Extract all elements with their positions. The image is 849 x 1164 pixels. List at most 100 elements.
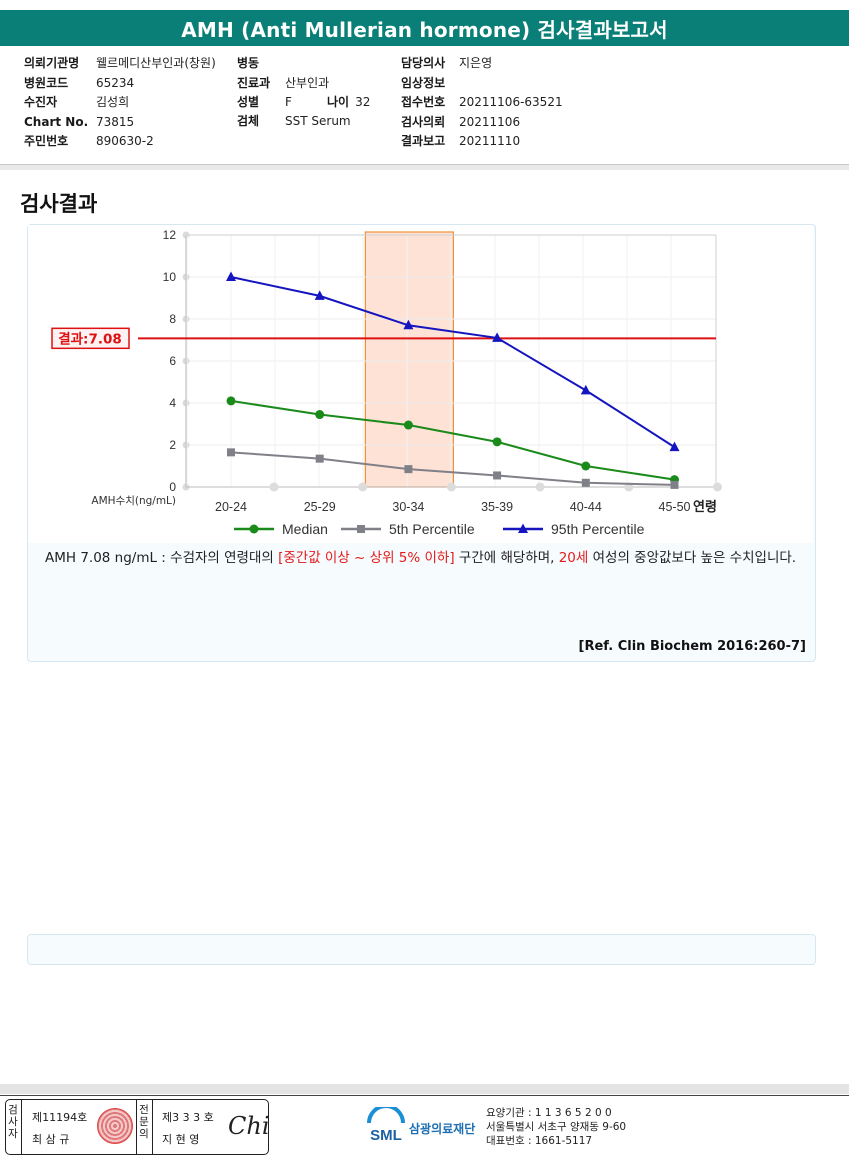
examiner-seal-icon [97,1108,133,1144]
legend-label: 95th Percentile [551,521,645,537]
info-request-date: 검사의뢰 20211106 [401,115,521,129]
institution-code: 요양기관 : 1 1 3 6 5 2 0 0 [486,1107,612,1119]
y-tick-label: 8 [169,312,176,326]
series-line-0 [230,399,675,481]
y-tick-label: 10 [163,270,177,284]
data-point [580,384,591,395]
result-interpretation: AMH 7.08 ng/mL : 수검자의 연령대의 [중간값 이상 ~ 상위 … [45,548,820,569]
data-point [226,271,236,281]
legend-marker [518,523,528,533]
institution-address: 서울특별시 서초구 양재동 9-60 [486,1121,627,1133]
result-range-highlight: [중간값 이상 ~ 상위 5% 이하] [278,550,455,566]
institution-phone: 대표번호 : 1661-5117 [486,1135,593,1147]
result-text-part3: 여성의 중앙값보다 높은 수치입니다. [588,550,797,566]
info-department: 진료과 산부인과 [237,76,330,90]
data-point [669,441,680,452]
footer-band [0,1084,849,1094]
x-tick-label: 45-50 [659,500,691,514]
data-point [403,319,414,330]
x-tick-label: 25-29 [304,500,336,514]
result-label: 결과:7.08 [58,330,122,347]
data-point [492,332,503,342]
y-tick-label: 12 [163,228,177,242]
x-tick-label: 30-34 [392,500,424,514]
info-chart-no: Chart No. 73815 [24,115,135,129]
result-text-part1: AMH 7.08 ng/mL : 수검자의 연령대의 [45,550,279,566]
legend-marker [357,525,365,533]
legend-marker [249,524,259,534]
sml-logo-icon: SML [367,1107,405,1144]
x-axis-dot [446,482,456,492]
examiner-license-no: 제11194호 [32,1111,88,1124]
info-sex: 성별 F [237,95,292,109]
specialist-signature: Chi [228,1112,270,1140]
amh-chart: 0 2 4 6 8 10 12 20-24 25-29 30-34 35-39 40-44 45-50 연… [28,225,813,543]
x-tick-label: 35-39 [481,500,513,514]
info-ward: 병동 [237,56,260,70]
y-tick-label: 2 [169,438,176,452]
series-line-1 [230,451,675,486]
reference-citation: [Ref. Clin Biochem 2016:260-7] [578,639,806,654]
data-point [404,465,413,474]
y-tick-label: 0 [169,480,176,494]
info-patient-name: 수진자 김성희 [24,95,130,109]
result-text-part2: 구간에 해당하며, [454,550,559,566]
info-report-date: 결과보고 20211110 [401,134,521,148]
chart-svg: 0 2 4 6 8 10 12 20-24 25-29 30-34 35-39 40-44 45-50 연… [51,228,722,537]
info-requesting-institution: 의뢰기관명 웰르메디산부인과(창원) [24,56,216,70]
footer-divider [0,1095,849,1096]
data-point [226,396,236,406]
data-point [227,448,235,457]
examiner-label: 검사자 [8,1104,18,1140]
cell-divider [21,1100,22,1154]
data-point [581,478,590,487]
specialist-license-no: 제3 3 3 호 [162,1111,214,1124]
info-receipt-no: 접수번호 20211106-63521 [401,95,563,109]
info-hospital-code: 병원코드 65234 [24,76,135,90]
result-label-box [51,327,130,350]
divider [0,165,849,170]
legend-label: Median [282,521,328,537]
data-point [493,471,502,480]
data-point [315,454,324,463]
info-clinical-info: 임상정보 [401,76,446,90]
section-title: 검사결과 [20,192,98,216]
result-age-highlight: 20세 [558,550,589,566]
info-resident-no: 주민번호 890630-2 [24,134,154,148]
data-point [315,410,325,420]
comment-panel [27,934,816,965]
report-title-bar: AMH (Anti Mullerian hormone) 검사결과보고서 [0,10,849,46]
y-tick-label: 4 [169,396,176,410]
cell-divider [152,1100,153,1154]
info-doctor: 담당의사 지은영 [401,56,493,70]
institution-info: 요양기관 : 1 1 3 6 5 2 0 0 서울특별시 서초구 양재동 9-6… [486,1106,626,1148]
x-axis-dot [713,482,722,492]
series-line-2 [230,276,676,448]
patient-info: 의뢰기관명 웰르메디산부인과(창원) 병원코드 65234 수진자 김성희 Chart… [0,46,849,165]
data-point [492,437,502,447]
signature-box: 검사자 제11194호 최 삼 규 전문의 제3 3 3 호 지 현 영 Chi [5,1099,270,1155]
data-point [403,420,413,430]
specialist-name: 지 현 영 [162,1133,200,1146]
info-age: 나이 32 [327,95,371,109]
x-tick-label: 20-24 [215,500,247,514]
x-axis-label: 연령 [693,500,717,515]
data-point [670,480,679,489]
highlight-age-band [364,231,454,488]
data-point [314,290,325,300]
x-tick-label: 40-44 [570,500,602,514]
info-specimen: 검체 SST Serum [237,114,351,128]
cell-divider [136,1100,137,1154]
x-axis-dot [269,482,279,492]
report-title: AMH (Anti Mullerian hormone) 검사결과보고서 [181,17,668,42]
data-point [581,461,591,471]
legend-label: 5th Percentile [389,521,475,537]
x-axis-dot [358,482,368,492]
y-axis-label: AMH수치(ng/mL) [91,495,176,507]
y-tick-label: 6 [169,354,176,368]
specialist-label: 전문의 [139,1104,149,1140]
examiner-name: 최 삼 규 [32,1133,70,1146]
x-axis-dot [535,482,545,492]
organization-name: 삼광의료재단 [409,1122,476,1136]
sml-logo-text: SML [370,1127,402,1144]
